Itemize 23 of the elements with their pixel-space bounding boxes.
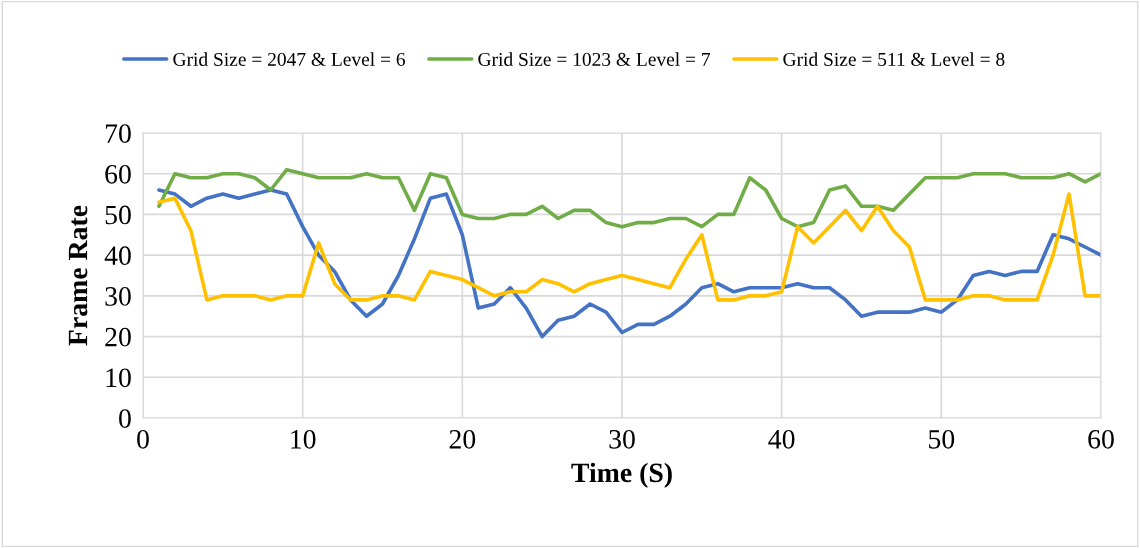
line-series [157, 192, 1101, 302]
x-axis-title: Time (S) [571, 462, 672, 488]
line-series [157, 167, 1101, 229]
y-tick-label: 60 [105, 164, 131, 184]
x-tick-label: 30 [609, 429, 635, 449]
y-tick-label: 20 [105, 327, 131, 347]
y-tick-label: 0 [119, 409, 131, 428]
y-tick-label: 50 [105, 205, 131, 225]
legend-label: Grid Size = 511 & Level = 8 [783, 52, 1005, 66]
y-tick-label: 70 [105, 124, 131, 143]
legend-label: Grid Size = 1023 & Level = 7 [478, 52, 711, 66]
x-tick-label: 0 [137, 429, 149, 449]
x-tick-label: 40 [768, 429, 795, 449]
y-tick-label: 10 [106, 368, 131, 388]
y-tick-label: 40 [104, 246, 131, 266]
x-tick-label: 50 [929, 429, 955, 449]
x-tick-label: 20 [449, 429, 476, 449]
legend-label: Grid Size = 2047 & Level = 6 [173, 52, 405, 66]
y-tick-label: 30 [105, 287, 131, 306]
x-tick-label: 60 [1088, 429, 1114, 449]
line-series [157, 188, 1101, 339]
x-tick-label: 10 [291, 429, 316, 449]
y-axis-title: Frame Rate [68, 205, 88, 346]
